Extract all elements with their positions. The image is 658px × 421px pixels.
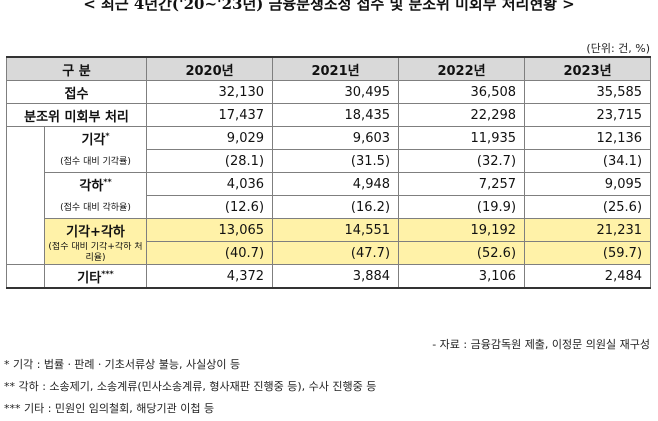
cell: 21,231: [524, 218, 652, 242]
cell: (34.1): [524, 149, 652, 173]
cell: 4,372: [146, 264, 274, 289]
header-year: 2021년: [272, 56, 400, 81]
cell: 7,257: [398, 172, 526, 196]
cell: (28.1): [146, 149, 274, 173]
unit-label: (단위: 건, %): [586, 42, 650, 55]
table-row: 기각+각하 13,065 14,551 19,192 21,231: [7, 218, 652, 242]
table-row: 기타*** 4,372 3,884 3,106 2,484: [6, 264, 652, 289]
table-row: 분조위 미회부 처리 17,437 18,435 22,298 23,715: [5, 103, 652, 127]
row-label-combined: 기각+각하: [43, 218, 148, 242]
cell: 17,437: [146, 103, 274, 127]
cell: 3,106: [398, 264, 526, 289]
stats-table: 구 분 2020년 2021년 2022년 2023년 접수 32,130 30…: [5, 56, 652, 289]
cell: 32,130: [146, 80, 274, 104]
cell: 11,935: [398, 126, 526, 150]
cell: (19.9): [398, 195, 526, 219]
table-row: 각하** 4,036 4,948 7,257 9,095: [7, 172, 652, 196]
row-label-not-referred: 분조위 미회부 처리: [5, 103, 148, 127]
footnote: *** 기타 : 민원인 임의철회, 해당기관 이첩 등: [4, 402, 215, 415]
row-label-received: 접수: [5, 80, 148, 104]
cell: (16.2): [272, 195, 400, 219]
header-year: 2022년: [398, 56, 526, 81]
table-row: 접수 32,130 30,495 36,508 35,585: [5, 80, 652, 104]
cell: (32.7): [398, 149, 526, 173]
table-header-row: 구 분 2020년 2021년 2022년 2023년: [5, 56, 652, 81]
indent-cell: [6, 264, 45, 289]
table-row: (접수 대비 기각+각하 처리율) (40.7) (47.7) (52.6) (…: [7, 241, 652, 265]
cell: 3,884: [272, 264, 400, 289]
header-year: 2023년: [524, 56, 652, 81]
row-label-dismissed-rate: (접수 대비 기각률): [43, 149, 148, 173]
cell: 19,192: [398, 218, 526, 242]
cell: 36,508: [398, 80, 526, 104]
cell: (47.7): [272, 241, 400, 265]
cell: 30,495: [272, 80, 400, 104]
row-label-rejected-rate: (접수 대비 각하율): [43, 195, 148, 219]
table-row: 기각* 9,029 9,603 11,935 12,136: [6, 126, 652, 265]
indent-cell: [6, 126, 45, 265]
cell: 23,715: [524, 103, 652, 127]
cell: 18,435: [272, 103, 400, 127]
footnote: ** 각하 : 소송제기, 소송계류(민사소송계류, 형사재판 진행중 등), …: [4, 380, 377, 393]
table-row: (접수 대비 기각률) (28.1) (31.5) (32.7) (34.1): [7, 149, 652, 173]
footnote: * 기각 : 법률ㆍ판례ㆍ기초서류상 불능, 사실상이 등: [4, 358, 241, 371]
cell: 14,551: [272, 218, 400, 242]
footnotes: * 기각 : 법률ㆍ판례ㆍ기초서류상 불능, 사실상이 등 ** 각하 : 소송…: [4, 354, 376, 420]
cell: (59.7): [524, 241, 652, 265]
cell: 12,136: [524, 126, 652, 150]
header-category: 구 분: [5, 56, 148, 81]
cell: 35,585: [524, 80, 652, 104]
row-label-dismissed: 기각*: [43, 126, 148, 150]
cell: 22,298: [398, 103, 526, 127]
source-note: - 자료 : 금융감독원 제출, 이정문 의원실 재구성: [432, 338, 650, 351]
cell: 13,065: [146, 218, 274, 242]
cell: 9,095: [524, 172, 652, 196]
row-label-rejected: 각하**: [43, 172, 148, 196]
table-row: (접수 대비 각하율) (12.6) (16.2) (19.9) (25.6): [7, 195, 652, 219]
row-label-combined-rate: (접수 대비 기각+각하 처리율): [43, 241, 148, 265]
cell: (12.6): [146, 195, 274, 219]
header-year: 2020년: [146, 56, 274, 81]
cell: (52.6): [398, 241, 526, 265]
cell: (25.6): [524, 195, 652, 219]
cell: 2,484: [524, 264, 652, 289]
row-label-other: 기타***: [43, 264, 148, 289]
page-title: < 최근 4년간('20~'23년) 금융분쟁조정 접수 및 분조위 미회부 처…: [83, 0, 575, 13]
cell: 9,603: [272, 126, 400, 150]
cell: (31.5): [272, 149, 400, 173]
cell: 4,948: [272, 172, 400, 196]
cell: 4,036: [146, 172, 274, 196]
cell: (40.7): [146, 241, 274, 265]
cell: 9,029: [146, 126, 274, 150]
